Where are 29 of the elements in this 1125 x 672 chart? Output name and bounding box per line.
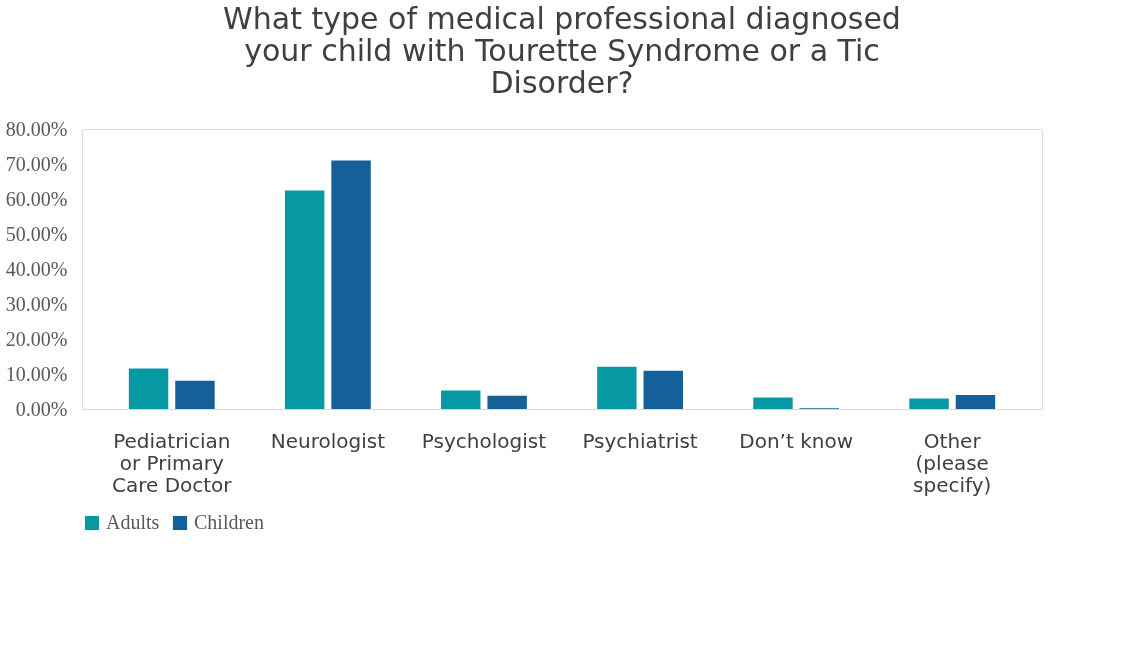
y-tick-label: 40.00% (5, 257, 68, 280)
legend-label: Children (194, 511, 264, 533)
x-tick-label: Psychologist (421, 428, 547, 453)
y-tick-label: 80.00% (5, 117, 68, 140)
y-tick-label: 20.00% (5, 327, 68, 350)
bar (128, 368, 169, 409)
y-tick-label: 0.00% (15, 397, 68, 420)
x-tick-label: Pediatrician or Primary Care Doctor (111, 428, 233, 497)
bar (331, 160, 371, 409)
y-tick-label: 50.00% (5, 222, 68, 245)
bar (597, 366, 637, 409)
bar (643, 370, 683, 409)
chart-title: What type of medical professional diagnosed your child with Tourette Syndrome or a Tic Disorder? (223, 1, 901, 100)
bar (487, 395, 527, 409)
y-tick-label: 30.00% (5, 292, 68, 315)
bar (175, 380, 215, 409)
y-tick-label: 60.00% (5, 187, 68, 210)
bar (441, 390, 481, 409)
bar (284, 190, 325, 409)
y-tick-label: 10.00% (5, 362, 68, 385)
x-tick-label: Other (please specify) (913, 428, 992, 497)
bar (955, 395, 996, 409)
bar (909, 398, 949, 409)
x-tick-label: Psychiatrist (582, 428, 698, 453)
x-tick-label: Don’t know (739, 428, 854, 453)
bar (753, 397, 793, 409)
legend-label: Adults (106, 511, 160, 533)
y-tick-label: 70.00% (5, 152, 68, 175)
x-tick-label: Neurologist (270, 428, 386, 453)
